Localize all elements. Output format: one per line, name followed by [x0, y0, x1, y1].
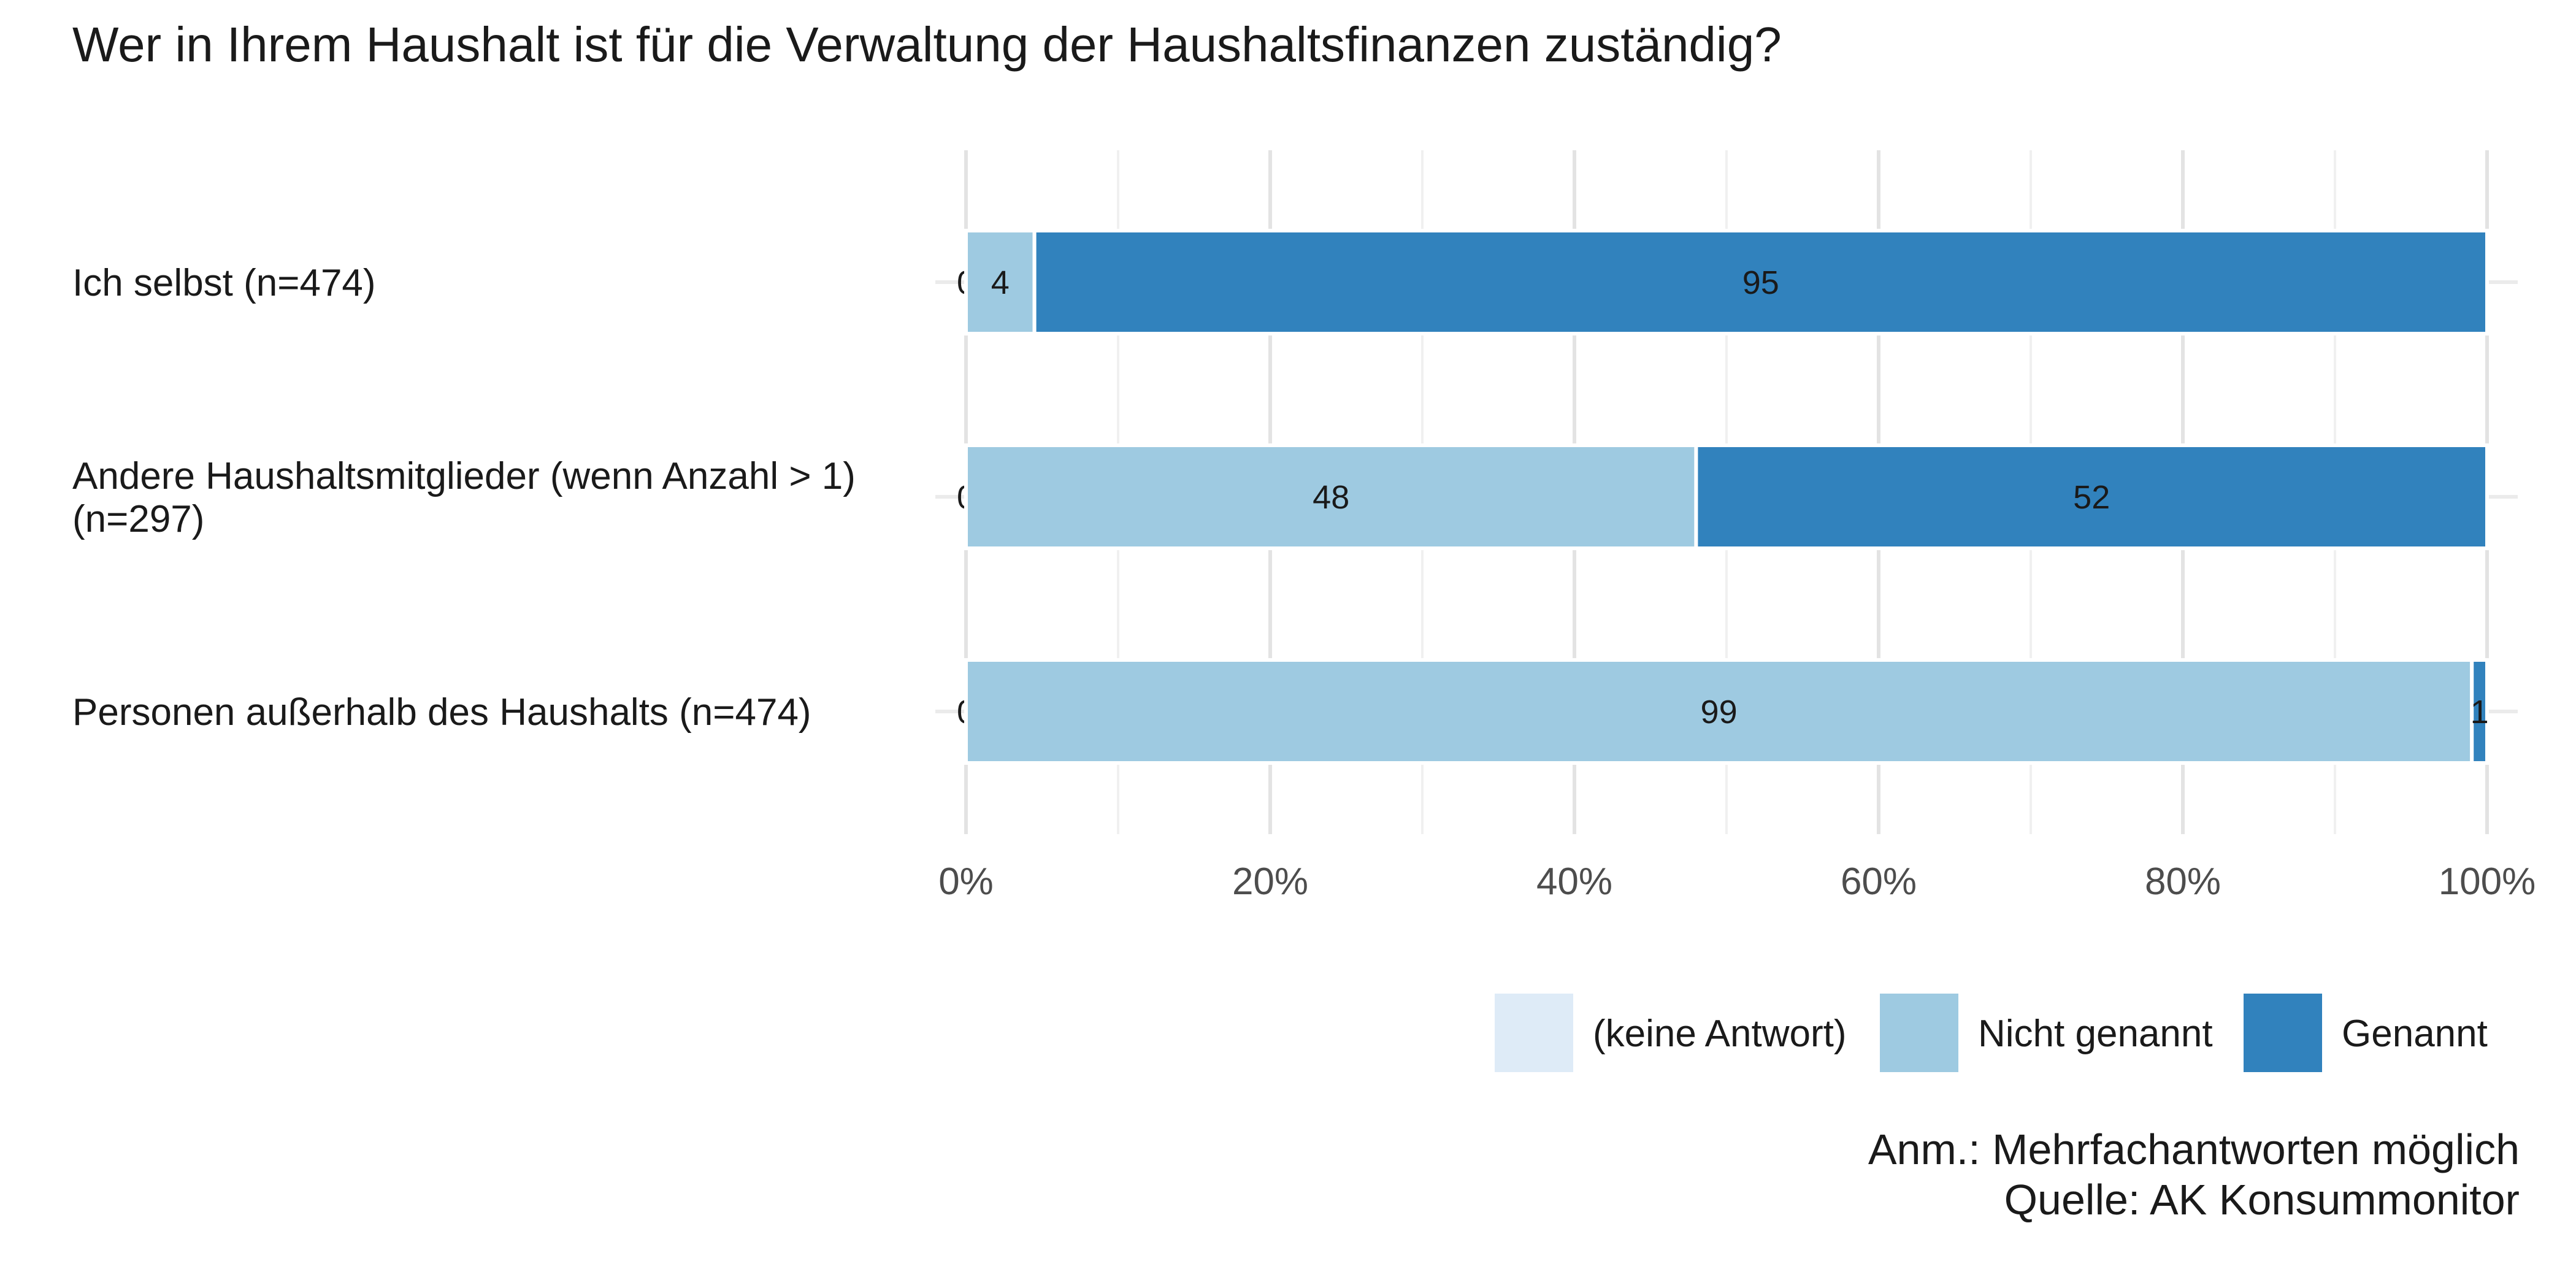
- legend-key: [1495, 994, 1573, 1072]
- category-labels: Ich selbst (n=474) Andere Haushaltsmitgli…: [72, 262, 856, 734]
- category-label: Ich selbst (n=474): [72, 262, 376, 304]
- x-tick-label: 100%: [2439, 861, 2536, 903]
- legend: (keine Antwort) Nicht genannt Genannt: [1495, 994, 2488, 1072]
- chart-title: Wer in Ihrem Haushalt ist für die Verwal…: [72, 17, 1782, 72]
- data-label: 52: [2073, 479, 2110, 516]
- bar-segment: [1694, 443, 2489, 550]
- data-label: 1: [2471, 694, 2489, 730]
- x-tick-label: 80%: [2145, 861, 2221, 903]
- legend-key: [2244, 994, 2322, 1072]
- x-tick-label: 20%: [1232, 861, 1308, 903]
- bar-segment: [964, 658, 2474, 765]
- bar-segment: [2470, 658, 2489, 765]
- bar-segment: [964, 229, 1037, 335]
- bar-segment: [1032, 229, 2489, 335]
- category-label: (n=297): [72, 498, 204, 540]
- category-label: Andere Haushaltsmitglieder (wenn Anzahl …: [72, 455, 856, 497]
- data-label: 4: [991, 264, 1010, 301]
- caption-line: Quelle: AK Konsummonitor: [2004, 1176, 2520, 1224]
- legend-key: [1880, 994, 1958, 1072]
- data-label: 99: [1701, 694, 1738, 730]
- legend-label: Nicht genannt: [1978, 1013, 2213, 1055]
- legend-label: Genannt: [2342, 1013, 2488, 1055]
- bar-segment: [964, 443, 1698, 550]
- category-label: Personen außerhalb des Haushalts (n=474): [72, 691, 811, 734]
- x-tick-label: 0%: [938, 861, 994, 903]
- legend-label: (keine Antwort): [1593, 1013, 1847, 1055]
- x-axis: 0% 20% 40% 60% 80% 100%: [938, 861, 2536, 903]
- x-tick-label: 60%: [1841, 861, 1917, 903]
- x-tick-label: 40%: [1536, 861, 1612, 903]
- data-label: 48: [1313, 479, 1349, 516]
- caption-line: Anm.: Mehrfachantworten möglich: [1868, 1125, 2520, 1173]
- bars: 0495048520991: [957, 229, 2489, 765]
- data-label: 95: [1742, 264, 1779, 301]
